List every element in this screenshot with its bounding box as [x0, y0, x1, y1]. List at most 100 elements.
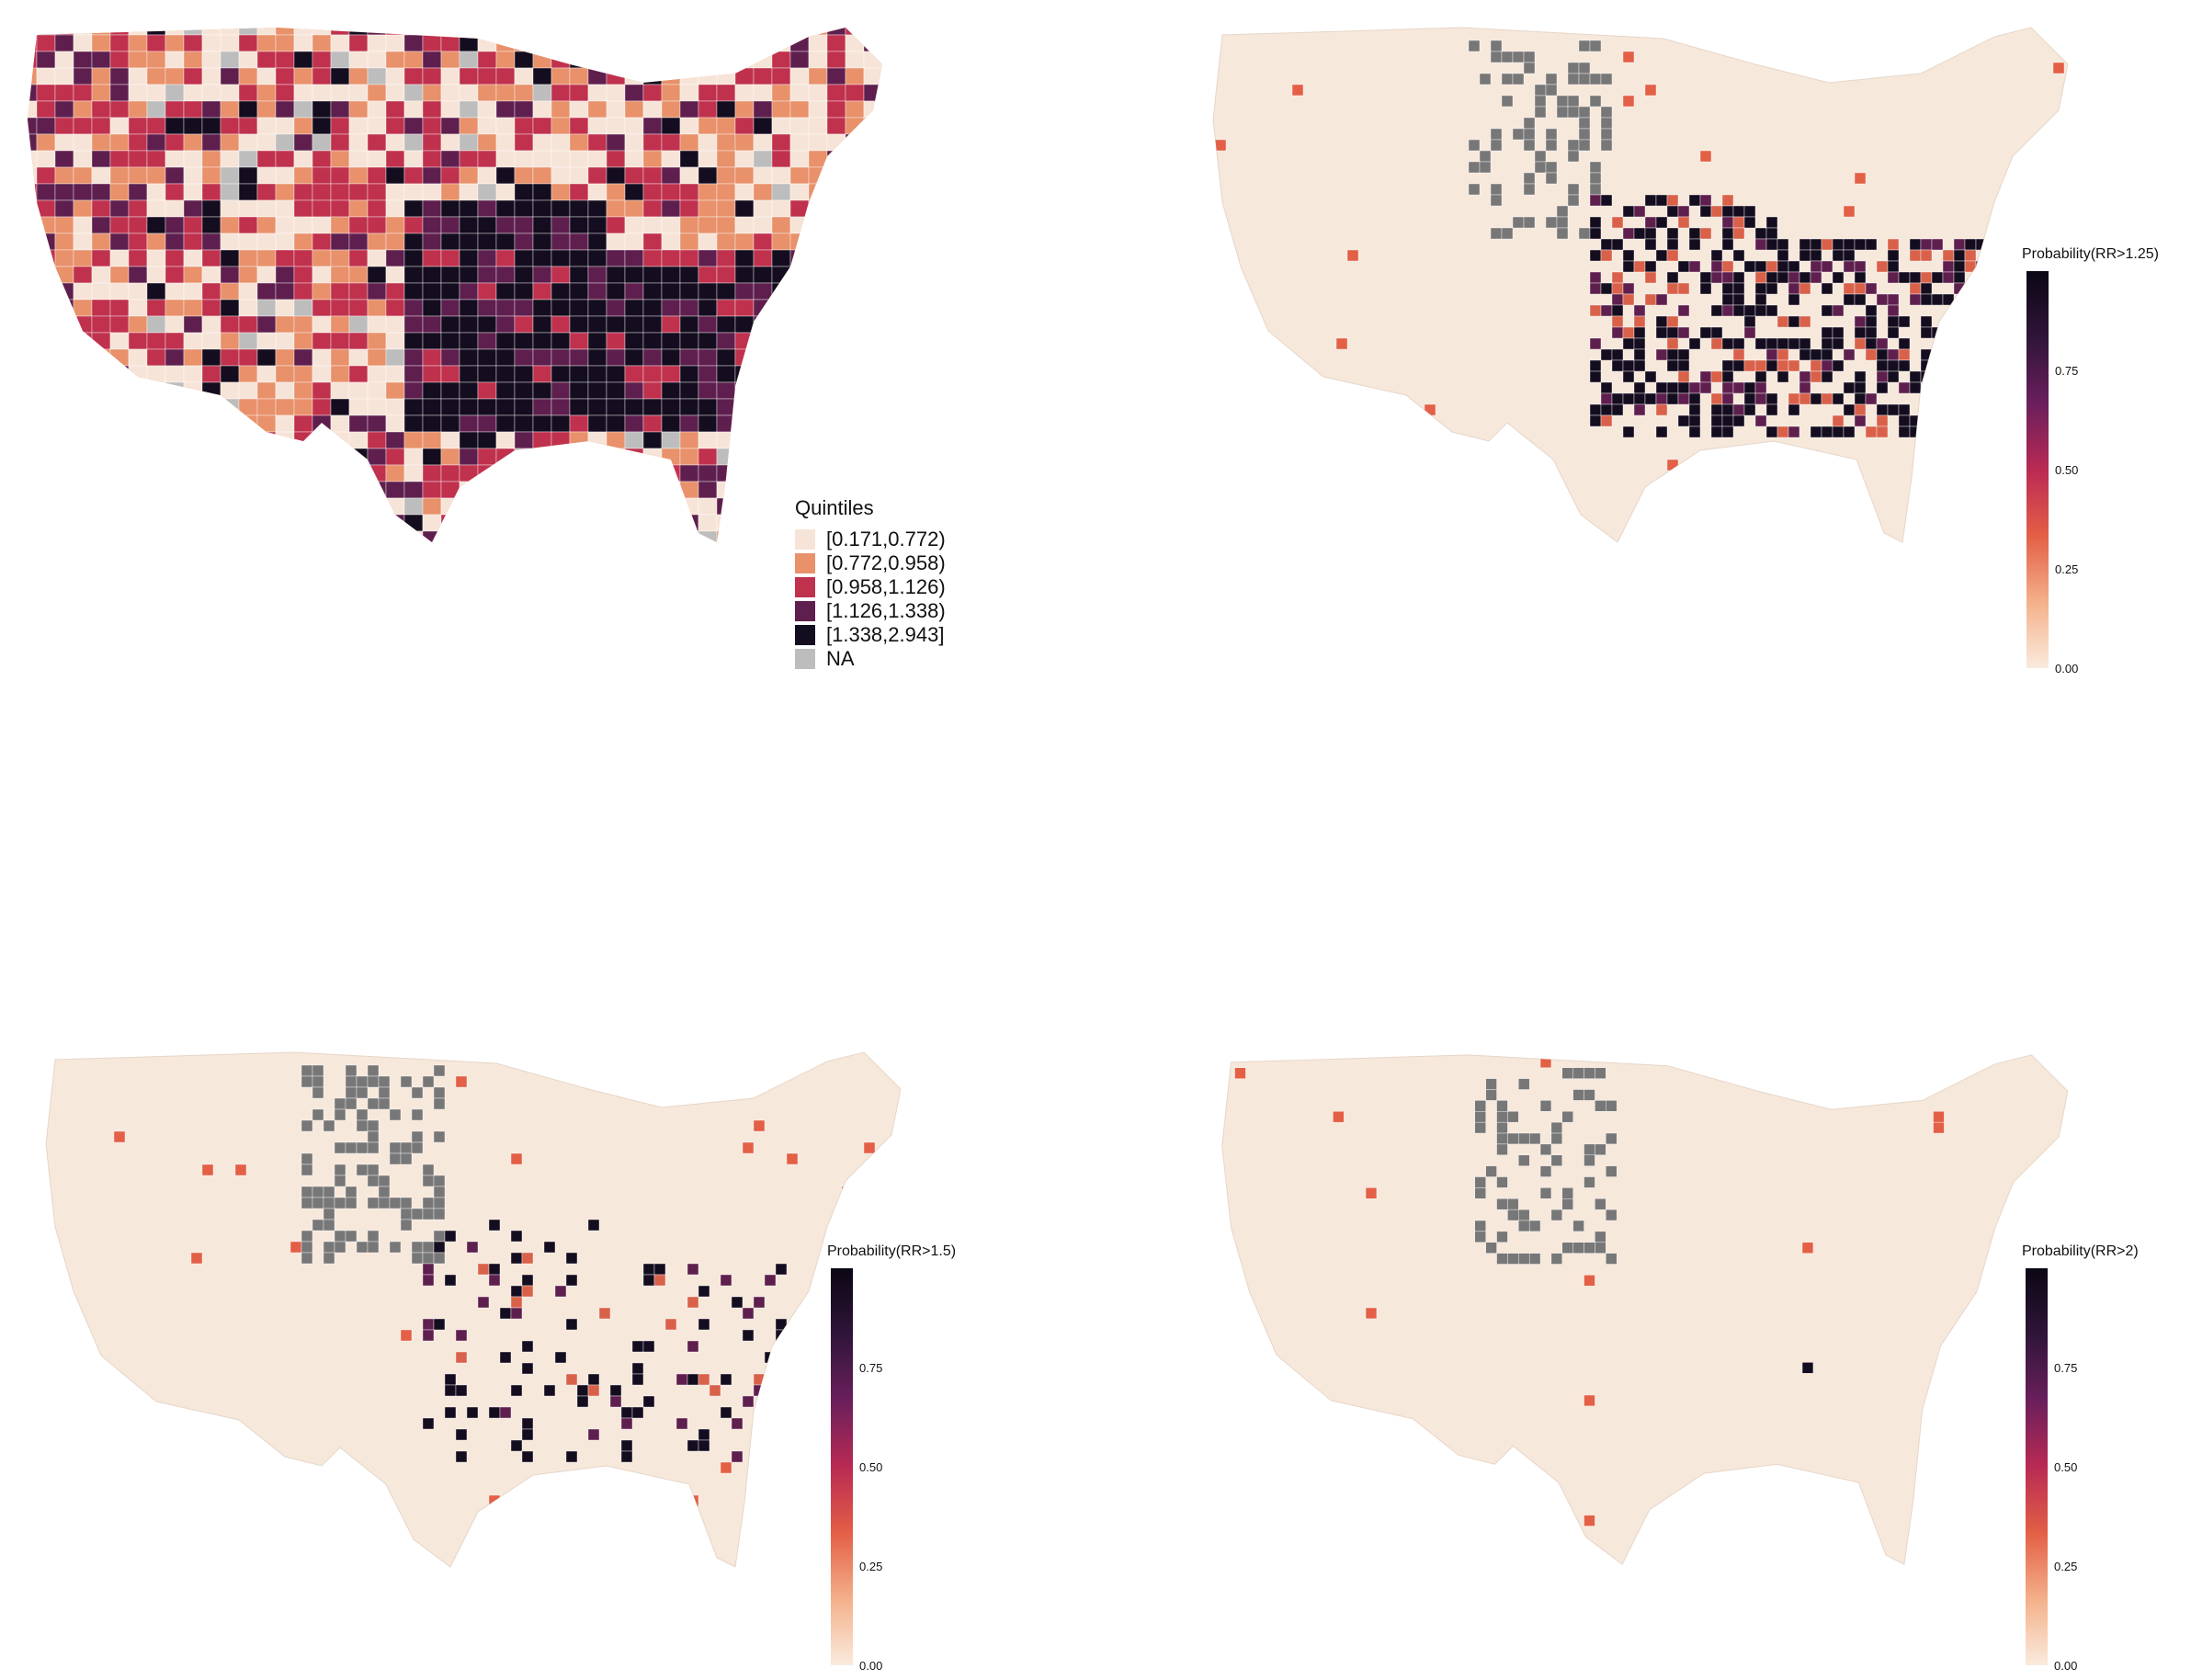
county-cell: [165, 28, 185, 36]
county-cell: [477, 117, 497, 135]
county-cell: [698, 67, 718, 85]
county-cell: [734, 117, 755, 135]
county-cells-prob-1-25: [1214, 28, 2065, 542]
county-cell: [1688, 194, 1701, 207]
county-cell: [422, 1318, 435, 1331]
county-cell: [863, 431, 882, 449]
county-cell: [1644, 271, 1657, 284]
county-cell: [808, 381, 828, 400]
county-cell: [1622, 392, 1635, 405]
county-cell: [422, 233, 442, 251]
county-cell: [146, 183, 166, 201]
county-cell: [367, 514, 387, 532]
county-cell: [1600, 381, 1613, 394]
county-cell: [1214, 139, 1227, 152]
county-cell: [477, 249, 497, 267]
county-cell: [1600, 73, 1613, 85]
county-cell: [403, 216, 424, 234]
county-cell: [495, 481, 516, 499]
county-cell: [54, 28, 74, 36]
county-cell: [1732, 348, 1745, 361]
county-cell: [36, 315, 56, 334]
county-cell: [1485, 1078, 1497, 1090]
county-cell: [698, 398, 718, 416]
county-cell: [734, 448, 755, 466]
county-cell: [128, 431, 148, 449]
county-cell: [717, 548, 735, 564]
colorbar-1-5: [831, 1268, 853, 1665]
county-cell: [808, 199, 828, 218]
county-cell: [771, 315, 791, 334]
county-cell: [220, 464, 240, 482]
county-cell: [569, 51, 589, 69]
county-cell: [28, 28, 38, 36]
county-cell: [1876, 403, 1889, 416]
county-cell: [345, 1075, 358, 1088]
county-cell: [440, 100, 460, 119]
county-cell: [679, 431, 699, 449]
county-cell: [1633, 315, 1646, 328]
county-cell: [1589, 304, 1602, 317]
county-cell: [459, 166, 479, 185]
county-cell: [1666, 359, 1679, 372]
county-cell: [312, 548, 331, 564]
county-cell: [1589, 172, 1602, 185]
county-cell: [1832, 392, 1845, 405]
county-cell: [1523, 62, 1536, 74]
county-cell: [551, 299, 571, 317]
county-cell: [1507, 1111, 1519, 1123]
county-cell: [753, 1296, 766, 1309]
county-cell: [403, 332, 424, 350]
county-cell: [36, 249, 56, 267]
county-cell: [128, 117, 148, 135]
county-cell: [488, 1406, 501, 1419]
county-cell: [275, 51, 295, 69]
county-cell: [734, 348, 755, 367]
county-cell: [587, 332, 607, 350]
county-cell: [1512, 216, 1525, 229]
county-cell: [734, 51, 755, 69]
county-cell: [146, 199, 166, 218]
county-cell: [606, 249, 626, 267]
county-cell: [1710, 337, 1723, 350]
county-cell: [826, 299, 846, 317]
county-cell: [808, 332, 828, 350]
county-cell: [1512, 128, 1525, 141]
county-cell: [1677, 205, 1690, 218]
colorbar-tick: 0.25: [2054, 1560, 2078, 1573]
county-cell: [312, 84, 332, 102]
county-cell: [293, 51, 313, 69]
county-cell: [422, 431, 442, 449]
county-cell: [1986, 315, 1999, 328]
county-cell: [1485, 1242, 1497, 1254]
county-cell: [330, 431, 350, 449]
county-cell: [661, 481, 681, 499]
county-cell: [863, 166, 882, 185]
county-cell: [28, 481, 38, 499]
county-cell: [54, 448, 74, 466]
county-cell: [753, 381, 773, 400]
county-cell: [1788, 315, 1800, 328]
county-cell: [1799, 337, 1811, 350]
legend-item: [0.171,0.772): [795, 528, 946, 551]
county-cell: [109, 431, 130, 449]
county-cell: [1655, 426, 1668, 438]
county-cell: [789, 249, 810, 267]
county-cell: [1534, 95, 1547, 108]
county-cell: [753, 448, 773, 466]
county-cell: [863, 249, 882, 267]
county-cell: [422, 514, 442, 532]
county-cell: [257, 548, 276, 564]
county-cell: [1931, 414, 1944, 427]
county-cell: [789, 266, 810, 284]
county-cell: [532, 199, 552, 218]
county-cell: [845, 249, 865, 267]
county-cell: [109, 464, 130, 482]
county-cell: [1710, 304, 1723, 317]
county-cell: [841, 1186, 854, 1198]
county-cell: [422, 1175, 435, 1187]
county-cell: [532, 266, 552, 284]
county-cell: [1986, 271, 1999, 284]
county-cell: [734, 233, 755, 251]
county-cell: [881, 381, 882, 400]
